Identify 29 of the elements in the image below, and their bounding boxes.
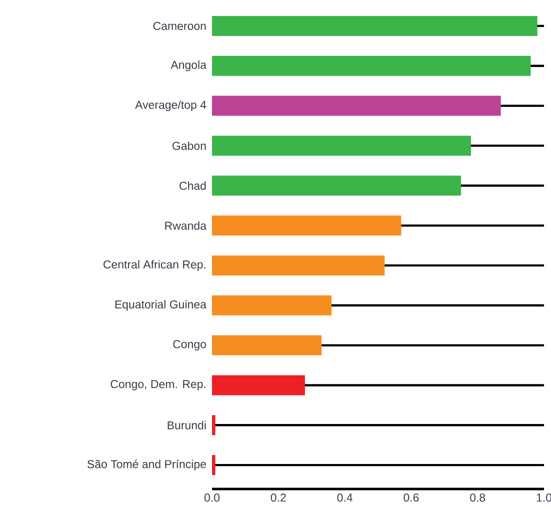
bar	[212, 335, 322, 356]
bar	[212, 16, 538, 36]
y-tick-label: Congo, Dem. Rep.	[110, 380, 206, 390]
x-tick-label: 0.6	[404, 494, 419, 502]
bar	[212, 56, 531, 76]
y-tick-label: Central African Rep.	[104, 260, 206, 271]
y-tick-label: Angola	[170, 60, 206, 72]
y-tick-label: São Tomé and Príncipe	[87, 460, 206, 470]
bar	[212, 216, 402, 236]
bar	[212, 255, 385, 276]
y-tick-label: Rwanda	[165, 221, 206, 230]
bar	[212, 295, 332, 316]
y-tick-label: Gabon	[172, 141, 206, 150]
y-tick-label: Average/top 4	[135, 100, 206, 112]
y-tick-label: Burundi	[168, 420, 206, 430]
bar	[212, 176, 462, 196]
bar	[212, 455, 216, 476]
y-tick-label: Cameroon	[153, 22, 206, 30]
y-tick-label: Chad	[180, 181, 206, 190]
bar	[212, 96, 501, 116]
y-tick-label: Congo	[173, 340, 206, 351]
bar	[212, 415, 216, 436]
y-tick-label: Equatorial Guinea	[115, 300, 206, 311]
bar	[212, 136, 471, 156]
x-tick-label: 0.0	[204, 494, 220, 502]
x-tick-label: 0.2	[270, 494, 286, 502]
x-tick-label: 0.4	[337, 494, 352, 502]
x-tick-label: 0.8	[470, 494, 486, 502]
bar	[212, 375, 305, 396]
